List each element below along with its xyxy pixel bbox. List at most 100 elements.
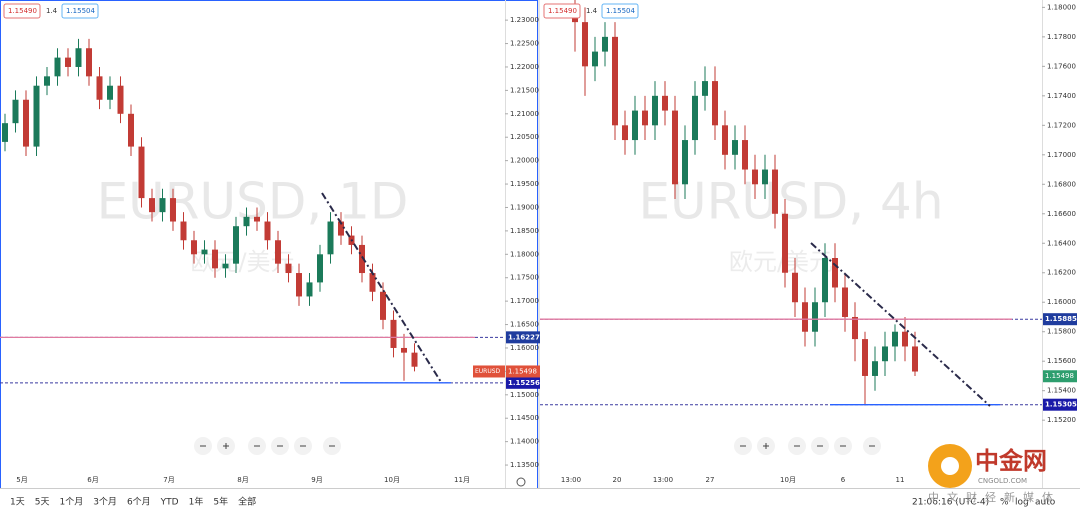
x-tick-label: 6月 [87, 476, 98, 484]
y-tick-label: 1.17800 [1047, 33, 1076, 41]
watermark-sub: 欧元/美元 [729, 248, 833, 276]
bid: 1.15490 [548, 7, 577, 15]
ask: 1.15504 [606, 7, 635, 15]
candle-body [338, 221, 344, 236]
candle-body [201, 249, 208, 255]
y-tick-label: 1.18000 [1047, 3, 1076, 11]
x-tick-label: 10月 [384, 476, 400, 484]
range-button[interactable]: 1个月 [59, 497, 83, 508]
level-label: 1.15256 [508, 379, 540, 387]
x-tick-label: 9月 [311, 476, 322, 484]
candle-body [732, 140, 738, 155]
candle-body [602, 36, 608, 52]
range-button[interactable]: 5年 [213, 496, 228, 508]
ask: 1.15504 [66, 7, 95, 15]
x-tick-label: 13:00 [561, 476, 581, 484]
candle-body [180, 221, 187, 241]
candle-body [902, 331, 908, 347]
y-tick-label: 1.22000 [510, 63, 539, 71]
level-label: 1.16227 [508, 333, 540, 341]
y-tick-label: 1.14000 [510, 438, 539, 446]
y-tick-label: 1.16800 [1047, 180, 1076, 188]
candle-body [592, 51, 598, 67]
candle-body [317, 254, 323, 283]
candle-body [802, 302, 808, 332]
x-tick-label: 6 [841, 476, 846, 484]
candle-body [672, 110, 678, 185]
candle-body [752, 169, 758, 185]
range-button[interactable]: 1天 [10, 498, 25, 508]
candle-body [912, 346, 918, 372]
x-tick-label: 11 [896, 476, 905, 484]
y-tick-label: 1.14500 [510, 414, 539, 422]
candle-body [401, 347, 407, 353]
watermark: EURUSD, 4h [638, 173, 943, 231]
y-tick-label: 1.13500 [510, 461, 539, 469]
candle-body [12, 99, 19, 124]
y-tick-label: 1.15800 [1047, 328, 1076, 336]
range-button[interactable]: 全部 [238, 496, 256, 508]
y-tick-label: 1.15600 [1047, 357, 1076, 365]
ask-box [601, 3, 639, 19]
candle-body [792, 272, 798, 303]
y-tick-label: 1.15000 [510, 391, 539, 399]
current-price-label: 1.15498 [1045, 372, 1074, 380]
range-button[interactable]: YTD [160, 498, 179, 508]
candle-body [285, 263, 292, 274]
scale-option[interactable]: log [1015, 498, 1029, 508]
candle-body [233, 226, 239, 264]
candle-body [882, 346, 888, 362]
candle-body [327, 221, 334, 255]
range-button[interactable]: 3个月 [93, 497, 117, 508]
candle-body [23, 99, 29, 147]
candle-body [852, 316, 858, 340]
level-tag [506, 376, 540, 389]
trend-line [321, 192, 442, 383]
candle-body [170, 198, 176, 222]
candle-body [65, 57, 71, 67]
y-tick-label: 1.16500 [510, 321, 539, 329]
range-button[interactable]: 6个月 [127, 497, 151, 508]
x-tick-label: 27 [706, 476, 715, 484]
candle-body [682, 140, 688, 185]
candle-body [662, 95, 668, 111]
candle-body [33, 85, 40, 147]
current-price-tag [1043, 370, 1077, 383]
level-tag [506, 331, 540, 344]
y-tick-label: 1.19500 [510, 180, 539, 188]
bid-box [543, 3, 581, 19]
candle-body [75, 48, 82, 67]
settings-icon[interactable] [516, 477, 526, 487]
spread: 1.4 [46, 7, 58, 15]
symbol-label: EURUSD [475, 368, 501, 375]
candle-body [622, 125, 628, 141]
candle-body [702, 81, 708, 96]
candle-body [191, 240, 197, 255]
x-tick-label: 13:00 [653, 476, 673, 484]
candle-body [254, 216, 260, 222]
candle-body [222, 263, 229, 269]
y-tick-label: 1.17400 [1047, 92, 1076, 100]
candle-body [149, 198, 155, 213]
symbol-tag [473, 365, 505, 378]
y-tick-label: 1.20500 [510, 133, 539, 141]
candle-body [772, 169, 778, 214]
candle-body [243, 216, 250, 227]
y-tick-label: 1.17000 [1047, 151, 1076, 159]
range-button[interactable]: 1年 [189, 496, 204, 508]
y-tick-label: 1.16200 [1047, 269, 1076, 277]
x-tick-label: 8月 [237, 476, 248, 484]
y-tick-label: 1.18000 [510, 250, 539, 258]
y-tick-label: 1.20000 [510, 157, 539, 165]
candle-body [296, 273, 302, 297]
candle-body [612, 36, 618, 126]
candle-body [642, 110, 648, 126]
candle-body [128, 113, 134, 147]
bid: 1.15490 [8, 7, 37, 15]
scale-option[interactable]: auto [1035, 498, 1056, 508]
candle-body [306, 282, 313, 297]
range-button[interactable]: 5天 [35, 498, 50, 508]
scale-option[interactable]: % [1000, 498, 1009, 508]
candle-body [411, 352, 418, 367]
